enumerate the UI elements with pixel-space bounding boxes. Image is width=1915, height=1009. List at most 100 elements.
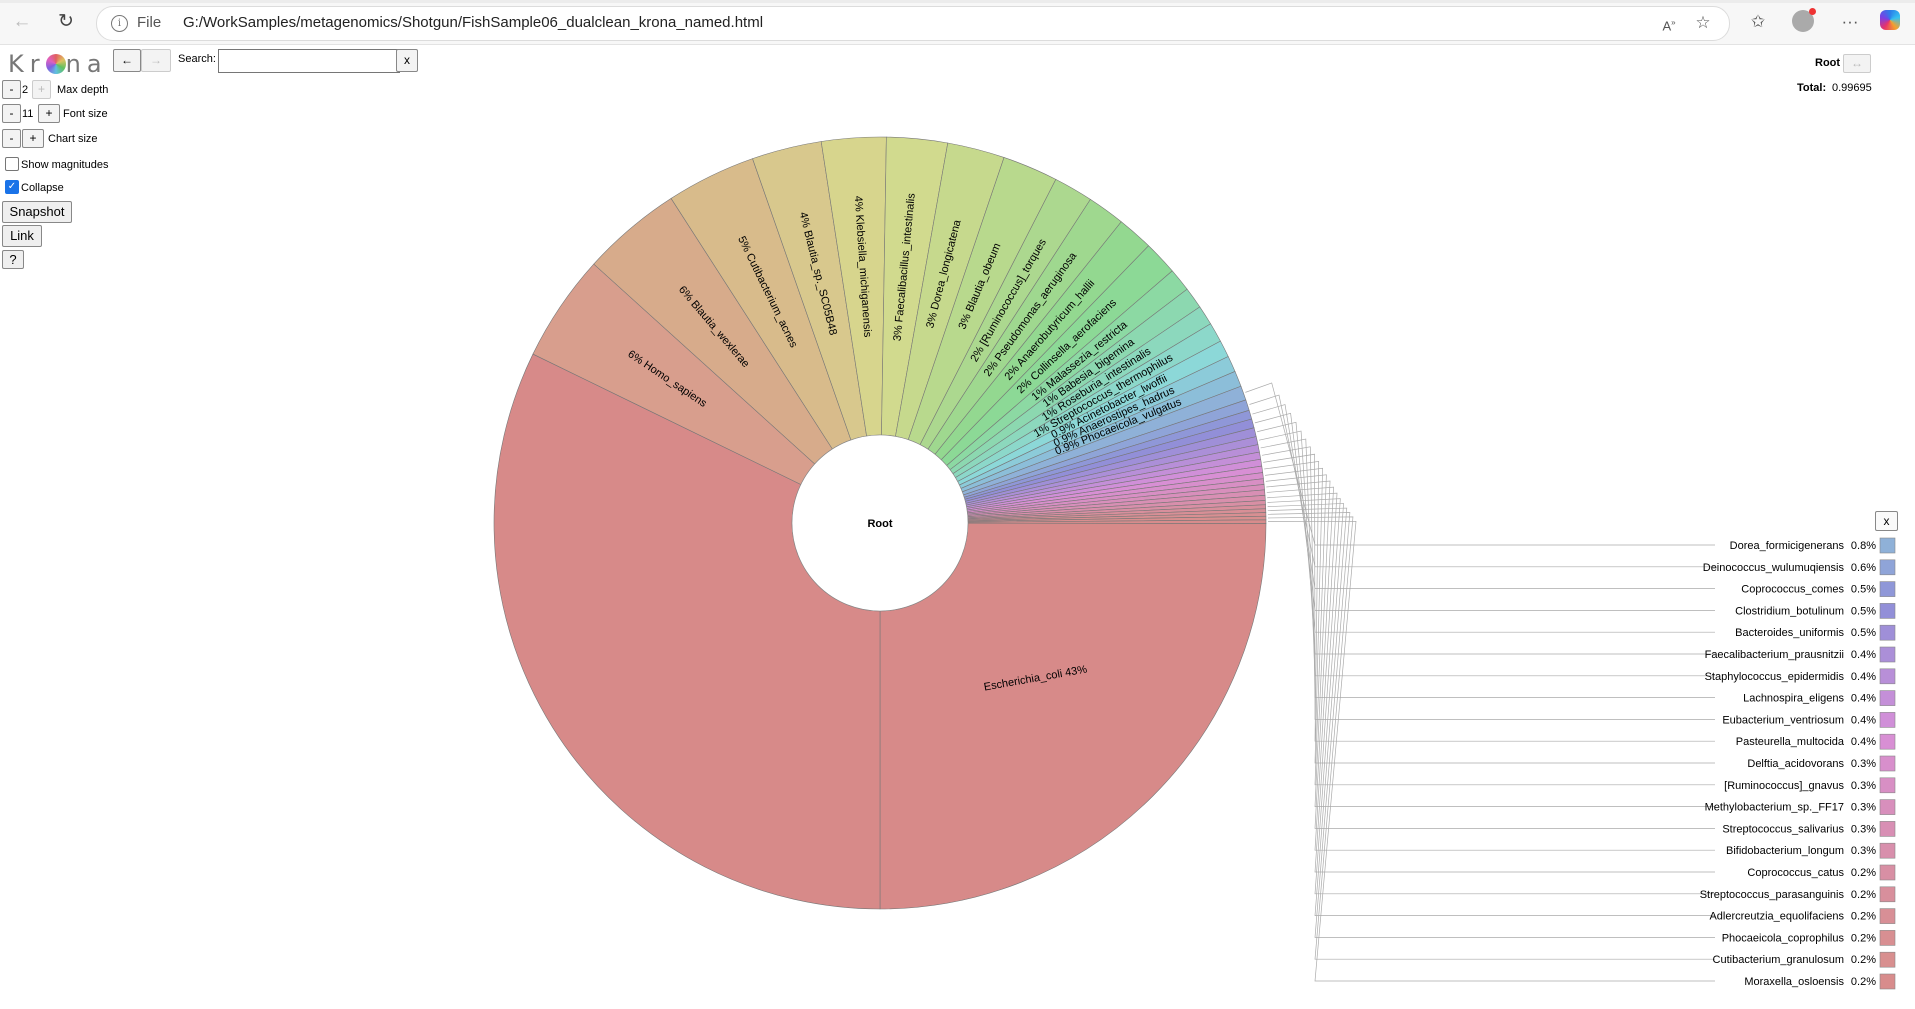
show-magnitudes-checkbox[interactable]: [5, 157, 19, 171]
legend-label[interactable]: Bifidobacterium_longum: [1726, 845, 1844, 857]
chart-size-increase-button[interactable]: +: [22, 129, 44, 148]
legend-leader-line: [1267, 503, 1715, 895]
legend-label[interactable]: Coprococcus_comes: [1741, 584, 1844, 596]
legend-close-button[interactable]: x: [1875, 511, 1898, 531]
legend-swatch[interactable]: [1879, 973, 1896, 990]
legend-leader-line: [1266, 480, 1715, 807]
legend-label[interactable]: Pasteurella_multocida: [1736, 736, 1845, 748]
legend-swatch[interactable]: [1879, 559, 1896, 576]
back-button[interactable]: ←: [113, 49, 141, 72]
legend-swatch[interactable]: [1879, 624, 1896, 641]
legend-label[interactable]: Dorea_formicigenerans: [1730, 540, 1845, 552]
legend-percent: 0.4%: [1851, 693, 1876, 705]
more-menu-icon[interactable]: ···: [1841, 12, 1859, 31]
favorites-icon[interactable]: ✩: [1750, 12, 1766, 31]
legend-leader-line: [1263, 453, 1715, 720]
font-size-increase-button[interactable]: +: [38, 104, 60, 123]
legend-leader-line: [1266, 486, 1715, 829]
url-text[interactable]: G:/WorkSamples/metagenomics/Shotgun/Fish…: [183, 14, 764, 31]
legend-label[interactable]: Methylobacterium_sp._FF17: [1705, 802, 1844, 814]
root-breadcrumb[interactable]: Root: [1815, 57, 1841, 69]
search-clear-button[interactable]: x: [396, 49, 418, 72]
legend-label[interactable]: Adlercreutzia_equolifaciens: [1709, 911, 1844, 923]
chart-size-decrease-button[interactable]: -: [2, 129, 21, 148]
legend-leader-line: [1257, 421, 1715, 633]
legend-label[interactable]: Coprococcus_catus: [1747, 867, 1844, 879]
legend-swatch[interactable]: [1879, 886, 1896, 903]
legend-leader-line: [1261, 446, 1715, 698]
legend-swatch[interactable]: [1879, 668, 1896, 685]
legend-swatch[interactable]: [1879, 842, 1896, 859]
legend-label[interactable]: Streptococcus_parasanguinis: [1700, 889, 1845, 901]
address-bar[interactable]: i File G:/WorkSamples/metagenomics/Shotg…: [96, 6, 1730, 41]
read-aloud-icon[interactable]: A»: [1662, 18, 1676, 34]
legend-swatch[interactable]: [1879, 733, 1896, 750]
legend-swatch[interactable]: [1879, 646, 1896, 663]
collapse-label: Collapse: [21, 182, 64, 194]
legend-swatch[interactable]: [1879, 864, 1896, 881]
info-icon[interactable]: i: [111, 15, 128, 32]
legend-swatch[interactable]: [1879, 712, 1896, 728]
legend-label[interactable]: Streptococcus_salivarius: [1722, 823, 1844, 835]
root-center[interactable]: [791, 434, 969, 612]
legend-percent: 0.3%: [1851, 845, 1876, 857]
legend-label[interactable]: Cutibacterium_granulosum: [1713, 954, 1844, 966]
legend-label[interactable]: Eubacterium_ventriosum: [1722, 714, 1844, 726]
legend-swatch[interactable]: [1879, 777, 1896, 794]
chart-size-label: Chart size: [48, 133, 98, 145]
show-magnitudes-label: Show magnitudes: [21, 159, 109, 171]
legend-swatch[interactable]: [1879, 537, 1896, 554]
legend-swatch[interactable]: [1879, 799, 1896, 815]
link-button[interactable]: Link: [2, 225, 42, 247]
root-nav-button[interactable]: ↔: [1843, 54, 1871, 73]
legend-label[interactable]: Moraxella_osloensis: [1744, 976, 1844, 988]
legend-percent: 0.2%: [1851, 867, 1876, 879]
legend-percent: 0.3%: [1851, 758, 1876, 770]
legend-label[interactable]: Staphylococcus_epidermidis: [1705, 671, 1845, 683]
copilot-icon[interactable]: [1880, 10, 1904, 34]
file-scheme-label: File: [137, 14, 162, 31]
legend-label[interactable]: Phocaeicola_coprophilus: [1722, 932, 1845, 944]
collapse-checkbox[interactable]: ✓: [5, 180, 19, 194]
legend-label[interactable]: Deinococcus_wulumuqiensis: [1703, 562, 1845, 574]
legend-label[interactable]: Faecalibacterium_prausnitzii: [1705, 649, 1844, 661]
help-button[interactable]: ?: [2, 250, 24, 269]
legend-label[interactable]: Clostridium_botulinum: [1735, 605, 1844, 617]
pie-slices[interactable]: [493, 136, 1267, 910]
legend-label[interactable]: Bacteroides_uniformis: [1735, 627, 1844, 639]
legend-leader-line: [1260, 438, 1715, 677]
font-size-decrease-button[interactable]: -: [2, 104, 21, 123]
legend-label[interactable]: [Ruminococcus]_gnavus: [1724, 780, 1844, 792]
legend-swatch[interactable]: [1879, 581, 1896, 597]
max-depth-increase-button[interactable]: +: [32, 80, 51, 99]
max-depth-value: 2: [22, 84, 29, 96]
center-label: Root: [867, 518, 892, 530]
legend-label[interactable]: Delftia_acidovorans: [1747, 758, 1844, 770]
legend-swatch[interactable]: [1879, 690, 1896, 706]
legend-swatch[interactable]: [1879, 908, 1896, 924]
favorite-star-icon[interactable]: ☆: [1695, 13, 1711, 32]
profile-avatar-icon[interactable]: [1792, 8, 1816, 34]
legend-swatch[interactable]: [1879, 930, 1896, 946]
legend-percent: 0.2%: [1851, 911, 1876, 923]
legend-swatch[interactable]: [1879, 603, 1896, 619]
legend-swatch[interactable]: [1879, 951, 1896, 968]
legend-label[interactable]: Lachnospira_eligens: [1743, 693, 1844, 705]
legend-leader-line: [1267, 520, 1715, 982]
total-value: 0.99695: [1832, 82, 1872, 94]
back-arrow-icon[interactable]: ←: [12, 11, 32, 32]
legend-leader-line: [1264, 460, 1715, 742]
legend-swatch[interactable]: [1879, 755, 1896, 772]
legend-leader-line: [1265, 474, 1715, 786]
legend-leader-line: [1265, 467, 1715, 764]
legend-swatch[interactable]: [1879, 821, 1896, 837]
legend-percent: 0.5%: [1851, 627, 1876, 639]
max-depth-decrease-button[interactable]: -: [2, 80, 21, 99]
reload-icon[interactable]: ↻: [58, 11, 74, 32]
legend-percent: 0.3%: [1851, 802, 1876, 814]
forward-button[interactable]: →: [141, 49, 171, 72]
legend-percent: 0.4%: [1851, 714, 1876, 726]
legend-percent: 0.2%: [1851, 954, 1876, 966]
snapshot-button[interactable]: Snapshot: [2, 201, 72, 223]
